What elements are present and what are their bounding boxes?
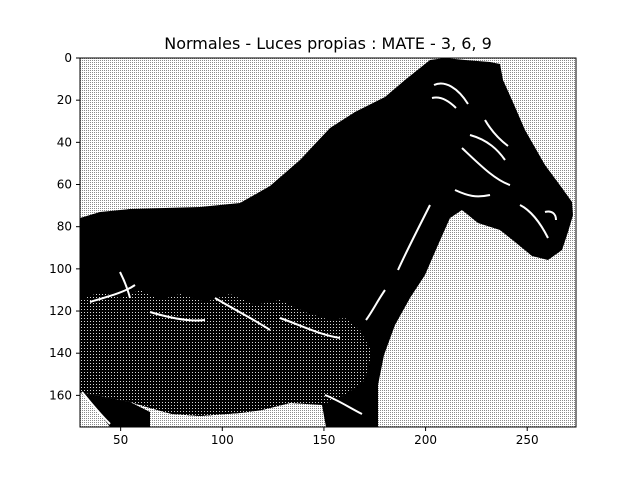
y-tick-label: 160 [49,388,72,402]
x-axis-ticks: 50 100 150 200 250 [113,427,539,447]
y-tick-label: 100 [49,262,72,276]
zebra-lower-texture [80,290,372,416]
y-tick-label: 80 [57,220,72,234]
y-axis-ticks: 0 20 40 60 80 100 120 140 160 [49,51,80,402]
y-tick-label: 140 [49,346,72,360]
x-tick-label: 250 [516,433,539,447]
y-tick-label: 60 [57,178,72,192]
highlight-streaks [81,82,557,425]
x-tick-label: 200 [414,433,437,447]
y-tick-label: 120 [49,304,72,318]
x-tick-label: 150 [312,433,335,447]
axes-frame [79,57,577,428]
x-tick-label: 50 [113,433,128,447]
image-area [80,58,576,427]
y-tick-label: 0 [64,51,72,65]
zebra-legs [80,392,150,427]
figure-title: Normales - Luces propias : MATE - 3, 6, … [164,34,492,53]
y-tick-label: 20 [57,93,72,107]
x-tick-label: 100 [211,433,234,447]
y-tick-label: 40 [57,135,72,149]
